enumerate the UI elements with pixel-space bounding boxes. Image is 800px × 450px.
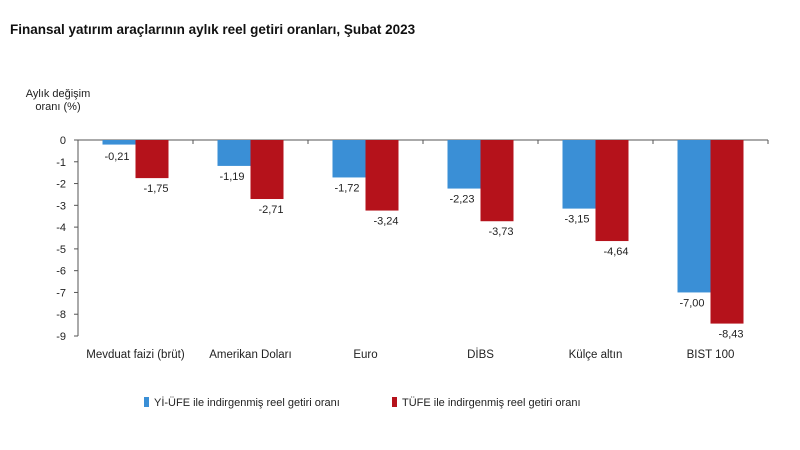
data-label: -8,43 [718,329,743,341]
data-label: -3,15 [564,214,589,226]
y-tick-label: -2 [56,179,66,191]
y-tick-label: -4 [56,222,66,234]
x-category-label: Amerikan Doları [209,349,291,361]
bar-series-2 [710,140,744,324]
data-label: -0,21 [104,151,129,163]
chart-title: Finansal yatırım araçlarının aylık reel … [10,22,416,37]
bar-series-2 [135,140,169,179]
y-tick-label: -1 [56,157,66,169]
data-label: -3,24 [373,216,398,228]
bar-series-2 [250,140,284,200]
data-label: -3,73 [488,226,513,238]
bar-series-2 [480,140,514,222]
x-category-label: DİBS [467,348,494,361]
legend-swatch-series-1 [144,397,149,407]
data-label: -1,72 [334,182,359,194]
data-label: -7,00 [679,297,704,309]
bar-series-1 [332,140,366,178]
y-tick-label: -5 [56,244,66,256]
legend-label-series-1: Yİ-ÜFE ile indirgenmiş reel getiri oranı [154,396,340,409]
x-category-label: BIST 100 [687,349,735,361]
x-category-label: Mevduat faizi (brüt) [86,349,185,361]
data-label: -4,64 [603,246,628,258]
bar-series-1 [217,140,251,166]
legend-label-series-2: TÜFE ile indirgenmiş reel getiri oranı [402,397,581,409]
y-axis-label: oranı (%) [35,101,80,113]
y-tick-label: -3 [56,200,66,212]
bar-series-2 [365,140,399,211]
y-tick-label: -7 [56,287,66,299]
data-label: -2,71 [258,204,283,216]
y-tick-label: -6 [56,266,66,278]
bar-series-1 [102,140,136,145]
legend-swatch-series-2 [392,397,397,407]
y-tick-label: -8 [56,309,66,321]
y-axis-label: Aylık değişim [26,88,91,100]
x-category-label: Euro [353,349,377,361]
bar-series-1 [562,140,596,209]
bar-series-1 [447,140,481,189]
bar-series-2 [595,140,629,242]
bar-series-1 [677,140,711,293]
data-label: -2,23 [449,194,474,206]
data-label: -1,75 [143,183,168,195]
y-tick-label: -9 [56,331,66,343]
data-label: -1,19 [219,171,244,183]
y-tick-label: 0 [60,135,66,147]
x-category-label: Külçe altın [569,349,623,361]
